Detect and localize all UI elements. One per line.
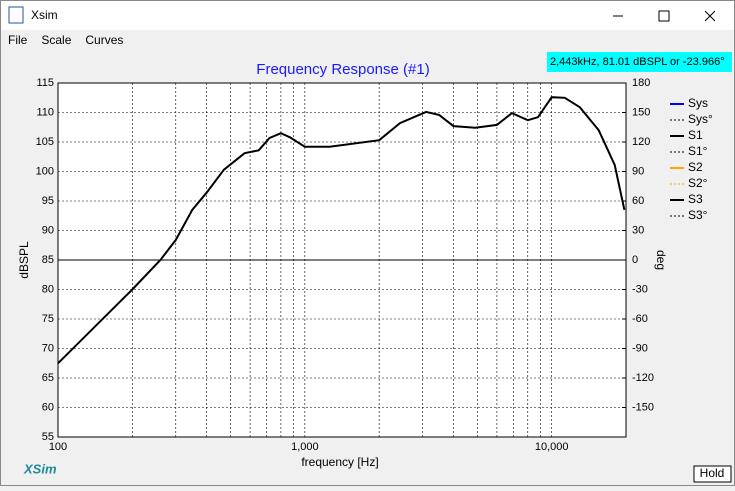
y2-tick-label: -90 bbox=[632, 342, 648, 354]
y2-tick-label: 150 bbox=[632, 106, 650, 118]
y-tick-label: 115 bbox=[36, 77, 54, 89]
y-tick-label: 55 bbox=[42, 431, 54, 443]
legend-label: S1 bbox=[688, 128, 703, 142]
title-bar bbox=[1, 1, 734, 30]
y2-tick-label: -150 bbox=[632, 401, 654, 413]
y-tick-label: 60 bbox=[42, 401, 54, 413]
legend-label: S3° bbox=[688, 208, 708, 222]
y-tick-label: 75 bbox=[42, 313, 54, 325]
y-tick-label: 80 bbox=[42, 283, 54, 295]
legend-label: S3 bbox=[688, 192, 703, 206]
y2-tick-label: 180 bbox=[632, 77, 650, 89]
y-tick-label: 105 bbox=[36, 136, 54, 148]
brand: XSim bbox=[23, 461, 57, 476]
close[interactable] bbox=[704, 10, 716, 22]
y2-tick-label: 60 bbox=[632, 195, 644, 207]
y2-tick-label: -60 bbox=[632, 313, 648, 325]
y-tick-label: 65 bbox=[42, 372, 54, 384]
x-axis-label: frequency [Hz] bbox=[301, 455, 378, 469]
legend-label: S1° bbox=[688, 144, 708, 158]
legend-label: S2° bbox=[688, 176, 708, 190]
y2-tick-label: -30 bbox=[632, 283, 648, 295]
app-icon bbox=[8, 6, 24, 24]
y2-tick-label: 90 bbox=[632, 165, 644, 177]
readout: 2,443kHz, 81.01 dBSPL or -23.966° bbox=[550, 56, 725, 68]
legend-label: Sys° bbox=[688, 112, 713, 126]
y-tick-label: 110 bbox=[36, 106, 54, 118]
y-tick-label: 90 bbox=[42, 224, 54, 236]
x-tick-label: 1,000 bbox=[291, 441, 319, 453]
y-tick-label: 95 bbox=[42, 195, 54, 207]
hold-label[interactable]: Hold bbox=[700, 466, 725, 480]
y2-tick-label: 30 bbox=[632, 224, 644, 236]
window-title: Xsim bbox=[31, 8, 58, 22]
readout-box bbox=[547, 52, 732, 72]
menu-item[interactable]: Curves bbox=[85, 33, 123, 47]
y2-axis-label: deg bbox=[654, 250, 668, 270]
y-axis-label: dBSPL bbox=[17, 241, 31, 279]
y2-tick-label: 120 bbox=[632, 136, 650, 148]
maximize[interactable] bbox=[658, 10, 670, 22]
y-tick-label: 100 bbox=[36, 165, 54, 177]
hold-button[interactable] bbox=[693, 465, 732, 483]
x-tick-label: 10,000 bbox=[535, 441, 569, 453]
y-tick-label: 70 bbox=[42, 342, 54, 354]
y-tick-label: 85 bbox=[42, 254, 54, 266]
legend-label: Sys bbox=[688, 96, 708, 110]
y2-tick-label: -120 bbox=[632, 372, 654, 384]
legend-label: S2 bbox=[688, 160, 703, 174]
y2-tick-label: 0 bbox=[632, 254, 638, 266]
chart-title: Frequency Response (#1) bbox=[256, 61, 429, 78]
curve bbox=[57, 96, 626, 365]
x-tick-label: 100 bbox=[49, 441, 67, 453]
menu-item[interactable]: Scale bbox=[41, 33, 71, 47]
menu-item[interactable]: File bbox=[8, 33, 28, 47]
